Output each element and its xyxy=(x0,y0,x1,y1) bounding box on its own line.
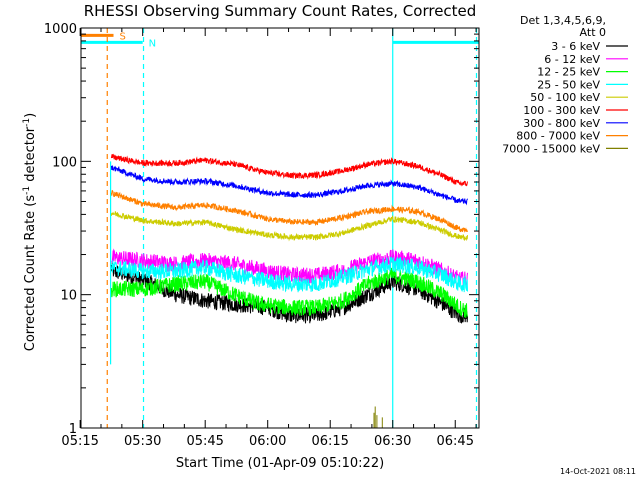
y-axis-label-mid: detector xyxy=(23,126,38,186)
flag-label-N: N xyxy=(149,38,156,49)
x-tick-label-2: 05:45 xyxy=(186,434,223,449)
plot-frame xyxy=(80,27,480,429)
series-line-4 xyxy=(110,211,468,242)
x-tick-label-3: 06:00 xyxy=(249,434,286,449)
y-tick-label-1: 10 xyxy=(60,289,77,304)
x-tick-label-4: 06:15 xyxy=(311,434,348,449)
legend-label-8: 7000 - 15000 keV xyxy=(502,142,600,155)
series-line-1 xyxy=(111,248,468,288)
legend-label-0: 3 - 6 keV xyxy=(551,40,600,53)
y-axis-label-sup1: -1 xyxy=(22,186,32,195)
y-axis-label-sup2: -1 xyxy=(22,118,32,127)
footer-timestamp: 14-Oct-2021 08:11 xyxy=(560,467,636,476)
legend-label-2: 12 - 25 keV xyxy=(537,66,600,79)
y-axis-label: Corrected Count Rate (s-1 detector-1) xyxy=(22,113,38,351)
y-tick-label-2: 100 xyxy=(52,155,77,170)
series-line-5 xyxy=(110,153,468,187)
series-line-7 xyxy=(110,189,468,233)
x-tick-label-1: 05:30 xyxy=(124,434,161,449)
annotations-layer xyxy=(81,28,479,428)
y-axis: 1 10 100 1000 xyxy=(44,22,479,437)
chart-title: RHESSI Observing Summary Count Rates, Co… xyxy=(84,2,477,20)
y-axis-label-main: Corrected Count Rate (s xyxy=(23,195,38,352)
x-tick-label-5: 06:30 xyxy=(374,434,411,449)
series-layer xyxy=(110,153,468,428)
y-axis-label-end: ) xyxy=(23,113,38,118)
series-line-3 xyxy=(110,255,468,293)
legend-header-0: Det 1,3,4,5,6,9, xyxy=(520,14,606,27)
legend-header-1: Att 0 xyxy=(580,26,606,39)
y-tick-label-3: 1000 xyxy=(44,22,77,37)
legend-label-1: 6 - 12 keV xyxy=(544,53,600,66)
y-tick-label-0: 1 xyxy=(69,422,77,437)
flag-label-S: S xyxy=(120,31,126,42)
x-tick-label-6: 06:45 xyxy=(437,434,474,449)
legend-label-7: 800 - 7000 keV xyxy=(516,130,600,143)
legend-label-3: 25 - 50 keV xyxy=(537,78,600,91)
legend-label-5: 100 - 300 keV xyxy=(523,104,600,117)
series-line-6 xyxy=(110,165,468,206)
series-line-2 xyxy=(110,267,468,319)
x-axis: 05:15 05:30 05:45 06:00 06:15 06:30 06:45 xyxy=(61,28,477,449)
x-axis-label: Start Time (01-Apr-09 05:10:22) xyxy=(176,456,384,471)
legend-label-4: 50 - 100 keV xyxy=(530,91,600,104)
x-tick-label-0: 05:15 xyxy=(61,434,98,449)
series-line-8 xyxy=(373,406,383,428)
legend-label-6: 300 - 800 keV xyxy=(523,117,600,130)
